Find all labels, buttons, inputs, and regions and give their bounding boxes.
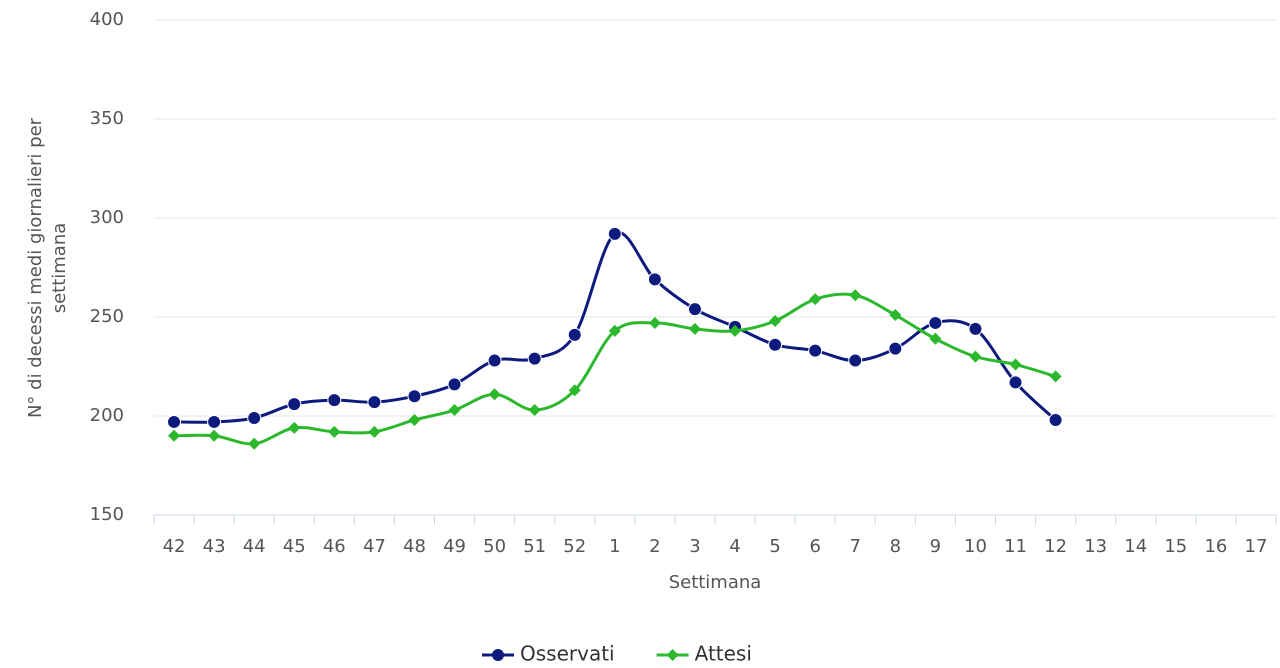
point	[648, 316, 661, 329]
x-tick-label: 43	[203, 536, 226, 557]
x-tick-label: 44	[243, 536, 266, 557]
y-tick-label: 300	[90, 207, 124, 228]
point	[969, 350, 982, 363]
point	[368, 425, 381, 438]
x-tick-label: 6	[809, 536, 820, 557]
x-tick-label: 51	[523, 536, 546, 557]
point	[168, 429, 181, 442]
x-tick-label: 46	[323, 536, 346, 557]
point	[1048, 412, 1063, 427]
x-tick-label: 13	[1084, 536, 1107, 557]
point	[527, 351, 542, 366]
point	[768, 337, 783, 352]
x-tick-label: 52	[563, 536, 586, 557]
point	[889, 309, 902, 322]
point	[849, 289, 862, 302]
x-tick-label: 7	[850, 536, 861, 557]
point	[327, 393, 342, 408]
point	[687, 302, 702, 317]
y-tick-label: 250	[90, 306, 124, 327]
point	[167, 414, 182, 429]
point	[769, 314, 782, 327]
point	[568, 384, 581, 397]
y-axis-label-line: N° di decessi medi giornalieri per	[25, 117, 46, 418]
point	[607, 226, 622, 241]
y-tick-label: 400	[90, 9, 124, 30]
point	[968, 321, 983, 336]
point	[247, 410, 262, 425]
y-axis-label-line: settimana	[49, 223, 70, 314]
point	[848, 353, 863, 368]
x-tick-label: 2	[649, 536, 660, 557]
point	[447, 377, 462, 392]
x-tick-label: 4	[729, 536, 740, 557]
point	[1008, 375, 1023, 390]
y-tick-label: 200	[90, 405, 124, 426]
point	[808, 343, 823, 358]
x-tick-label: 16	[1204, 536, 1227, 557]
point	[528, 404, 541, 417]
point	[207, 414, 222, 429]
point	[488, 388, 501, 401]
x-tick-label: 3	[689, 536, 700, 557]
point	[287, 397, 302, 412]
point	[448, 404, 461, 417]
point	[1049, 370, 1062, 383]
point	[928, 315, 943, 330]
legend-label: Osservati	[520, 642, 615, 666]
point	[208, 429, 221, 442]
x-tick-label: 45	[283, 536, 306, 557]
point	[1009, 358, 1022, 371]
x-tick-label: 15	[1164, 536, 1187, 557]
point	[688, 322, 701, 335]
x-tick-label: 9	[930, 536, 941, 557]
x-tick-label: 50	[483, 536, 506, 557]
y-axis-label: N° di decessi medi giornalieri per settim…	[25, 117, 70, 418]
point	[729, 324, 742, 337]
legend: Osservati Attesi	[482, 642, 752, 666]
x-tick-label: 47	[363, 536, 386, 557]
point	[248, 437, 261, 450]
point	[288, 421, 301, 434]
point	[328, 425, 341, 438]
x-tick-label: 10	[964, 536, 987, 557]
point	[666, 649, 679, 661]
point	[487, 353, 502, 368]
point	[407, 389, 422, 404]
point	[929, 332, 942, 345]
x-axis-label: Settimana	[669, 572, 762, 593]
point	[408, 413, 421, 426]
x-tick-label: 17	[1245, 536, 1268, 557]
x-tick-label: 1	[609, 536, 620, 557]
x-tick-label: 14	[1124, 536, 1147, 557]
x-tick-label: 8	[890, 536, 901, 557]
point	[492, 649, 504, 661]
legend-label: Attesi	[695, 642, 752, 666]
point	[888, 341, 903, 356]
x-tick-label: 49	[443, 536, 466, 557]
point	[647, 272, 662, 287]
x-tick-label: 11	[1004, 536, 1027, 557]
x-tick-label: 48	[403, 536, 426, 557]
x-tick-label: 42	[163, 536, 186, 557]
point	[608, 324, 621, 337]
point	[567, 327, 582, 342]
point	[367, 395, 382, 410]
x-tick-label: 12	[1044, 536, 1067, 557]
x-tick-label: 5	[769, 536, 780, 557]
y-tick-label: 150	[90, 504, 124, 525]
y-tick-label: 350	[90, 108, 124, 129]
point	[809, 293, 822, 306]
